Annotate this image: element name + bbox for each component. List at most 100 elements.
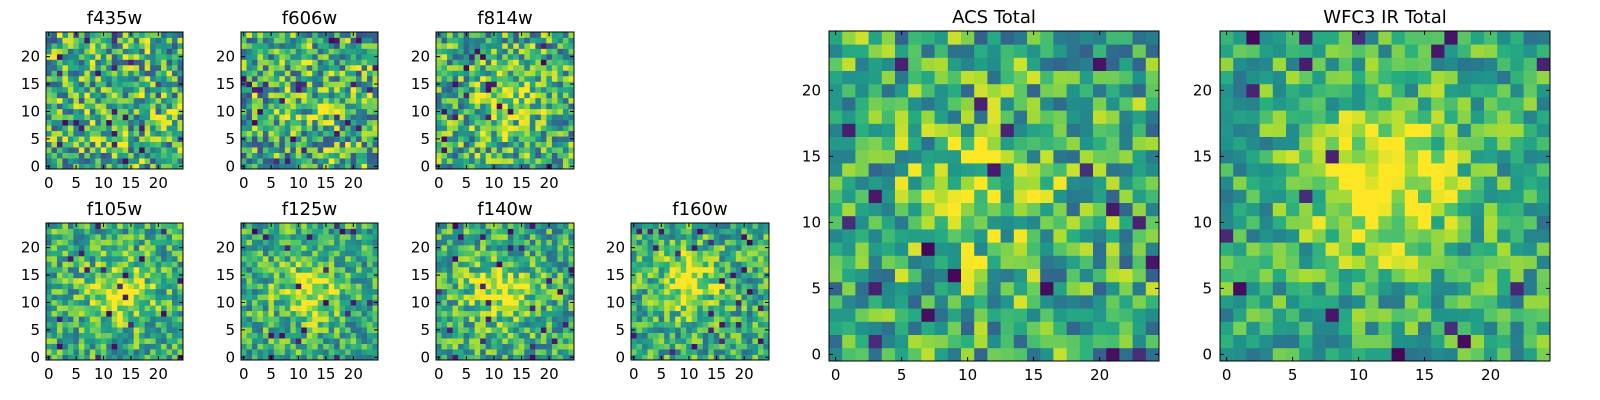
- heatmap-cell: [987, 281, 1001, 296]
- heatmap-cell: [290, 316, 297, 323]
- heatmap-cell: [372, 37, 379, 44]
- heatmap-cell: [513, 261, 520, 268]
- heatmap-cell: [67, 42, 74, 49]
- heatmap-cell: [557, 48, 564, 55]
- heatmap-cell: [290, 141, 297, 148]
- heatmap-cell: [881, 215, 896, 230]
- heatmap-cell: [441, 228, 448, 235]
- heatmap-cell: [367, 294, 373, 301]
- heatmap-cell: [89, 119, 96, 126]
- plot-frame: [435, 31, 575, 170]
- heatmap-cell: [485, 147, 492, 153]
- heatmap-cell: [469, 327, 476, 333]
- heatmap-cell: [301, 354, 308, 361]
- heatmap-cell: [51, 349, 58, 355]
- heatmap-cell: [546, 305, 553, 312]
- heatmap-cell: [95, 75, 102, 82]
- heatmap-cell: [133, 277, 140, 284]
- heatmap-cell: [441, 119, 448, 126]
- heatmap-cell: [268, 136, 275, 142]
- heatmap-cell: [546, 114, 553, 121]
- heatmap-cell: [295, 266, 302, 273]
- heatmap-cell: [741, 321, 748, 328]
- heatmap-cell: [339, 75, 346, 82]
- heatmap-cell: [290, 158, 297, 164]
- y-tick-label: 20: [21, 239, 40, 257]
- heatmap-cell: [273, 343, 280, 350]
- heatmap-cell: [290, 272, 297, 279]
- heatmap-cell: [161, 32, 167, 38]
- heatmap-cell: [474, 152, 481, 159]
- heatmap-cell: [474, 321, 481, 328]
- heatmap-cell: [546, 228, 553, 235]
- heatmap-cell: [719, 250, 726, 257]
- heatmap-cell: [312, 228, 319, 235]
- heatmap-cell: [631, 349, 637, 355]
- heatmap-cell: [323, 59, 330, 66]
- heatmap-cell: [273, 305, 280, 312]
- heatmap-cell: [106, 37, 113, 44]
- heatmap-cell: [974, 215, 988, 230]
- heatmap-cell: [469, 37, 476, 44]
- heatmap-cell: [675, 327, 682, 333]
- heatmap-cell: [1013, 176, 1028, 190]
- heatmap-cell: [361, 152, 368, 159]
- heatmap-cell: [458, 42, 464, 49]
- heatmap-cell: [496, 92, 503, 99]
- heatmap-cell: [1040, 149, 1054, 164]
- heatmap-cell: [166, 261, 173, 268]
- heatmap-cell: [273, 228, 280, 235]
- heatmap-cell: [675, 343, 682, 350]
- heatmap-cell: [133, 343, 140, 350]
- heatmap-cell: [669, 343, 676, 350]
- heatmap-cell: [122, 64, 129, 71]
- heatmap-cell: [89, 223, 96, 229]
- heatmap-cell: [51, 70, 58, 77]
- heatmap-cell: [323, 283, 330, 290]
- heatmap-cell: [100, 37, 107, 44]
- heatmap-cell: [507, 53, 514, 60]
- heatmap-cell: [1040, 176, 1054, 190]
- heatmap-cell: [474, 81, 481, 88]
- heatmap-cell: [702, 255, 709, 262]
- heatmap-cell: [117, 86, 124, 93]
- heatmap-cell: [306, 321, 313, 328]
- heatmap-cell: [507, 64, 514, 71]
- heatmap-cell: [458, 86, 464, 93]
- heatmap-cell: [117, 37, 124, 44]
- heatmap-cell: [56, 147, 63, 153]
- heatmap-cell: [350, 255, 357, 262]
- heatmap-cell: [62, 354, 69, 361]
- heatmap-cell: [724, 272, 731, 279]
- heatmap-cell: [133, 147, 140, 153]
- heatmap-cell: [513, 316, 520, 323]
- heatmap-cell: [524, 316, 531, 323]
- heatmap-cell: [458, 125, 464, 132]
- heatmap-cell: [46, 152, 52, 159]
- heatmap-cell: [144, 266, 151, 273]
- heatmap-cell: [334, 32, 341, 38]
- heatmap-cell: [367, 233, 373, 240]
- heatmap-cell: [56, 321, 63, 328]
- heatmap-cell: [680, 261, 687, 268]
- heatmap-cell: [295, 233, 302, 240]
- heatmap-cell: [653, 266, 659, 273]
- heatmap-cell: [367, 310, 373, 317]
- heatmap-cell: [150, 86, 156, 93]
- heatmap-cell: [73, 255, 80, 262]
- heatmap-cell: [273, 266, 280, 273]
- heatmap-cell: [474, 349, 481, 355]
- heatmap-cell: [284, 316, 291, 323]
- heatmap-cell: [295, 299, 302, 306]
- heatmap-cell: [741, 288, 748, 295]
- heatmap-cell: [529, 354, 536, 361]
- heatmap-cell: [155, 288, 162, 295]
- heatmap-cell: [741, 343, 748, 350]
- heatmap-cell: [829, 189, 843, 203]
- heatmap-cell: [513, 125, 520, 132]
- heatmap-cell: [664, 223, 671, 229]
- heatmap-cell: [529, 81, 536, 88]
- heatmap-cell: [301, 288, 308, 295]
- heatmap-cell: [361, 75, 368, 82]
